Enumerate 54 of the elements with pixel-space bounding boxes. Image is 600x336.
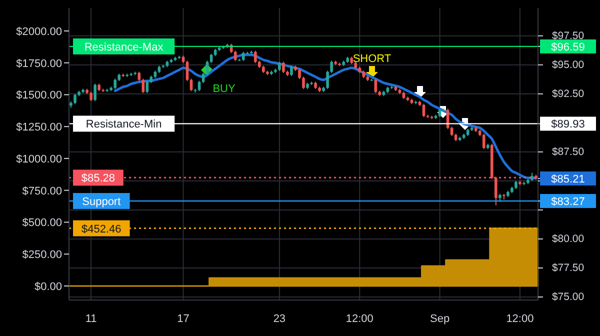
annotation: BUY	[212, 83, 236, 95]
y-tick-label: $500.00	[22, 217, 62, 230]
x-tick-label: 11	[85, 313, 97, 325]
ref-line-label: Support	[82, 196, 121, 208]
ref-line-label: $85.28	[81, 172, 116, 185]
candlestick	[242, 51, 245, 62]
candlestick	[326, 70, 329, 90]
y2-tick-label: $85.21	[551, 173, 585, 186]
x-tick-label: Sep	[430, 313, 450, 325]
candlestick	[94, 83, 96, 102]
y-tick-label: $2000.00	[16, 26, 62, 38]
y2-tick-label: $75.00	[552, 290, 584, 303]
y2-tick-label: $87.50	[552, 146, 584, 158]
candlestick	[114, 78, 117, 90]
y2-tick-label: $92.50	[552, 88, 584, 100]
y-tick-label: $250.00	[22, 249, 62, 262]
ref-line-label: Resistance-Min	[86, 118, 162, 131]
y2-tick-label: $96.59	[551, 41, 585, 54]
x-tick-label: 12:00	[506, 313, 534, 325]
y2-tick-label: $97.50	[552, 30, 584, 42]
candlestick	[374, 78, 378, 94]
candlestick	[234, 50, 237, 62]
candlestick	[282, 61, 285, 74]
candlestick	[74, 93, 76, 105]
candlestick	[482, 133, 486, 150]
y2-tick-label: $83.27	[551, 196, 585, 208]
candlestick	[494, 176, 498, 206]
y-tick-label: $1500.00	[16, 90, 62, 102]
annotation: SHORT	[352, 53, 392, 65]
y-tick-label: $1250.00	[16, 122, 62, 134]
y2-tick-label: $77.50	[552, 262, 584, 274]
x-tick-label: 17	[177, 313, 190, 325]
candlestick	[302, 76, 305, 90]
candlestick	[278, 61, 281, 72]
y2-tick-label: $89.93	[551, 118, 585, 131]
y-tick-label: $0.00	[34, 280, 62, 293]
candlestick	[90, 91, 92, 102]
y-tick-label: $750.00	[22, 185, 62, 198]
candlestick	[298, 68, 301, 80]
y2-tick-label: $95.00	[552, 58, 584, 71]
candlestick	[330, 60, 333, 74]
ref-line-label: $452.46	[82, 223, 122, 236]
candlestick	[210, 53, 213, 64]
x-tick-label: 12:00	[346, 313, 374, 325]
candlestick	[230, 43, 233, 54]
y-tick-label: $1000.00	[16, 153, 62, 166]
candlestick	[290, 65, 293, 77]
y2-tick-label: $80.00	[552, 232, 584, 245]
candlestick	[138, 71, 141, 82]
candlestick	[254, 50, 257, 64]
x-tick-label: 23	[273, 313, 286, 325]
ref-line-label: Resistance-Max	[84, 41, 164, 54]
y-tick-label: $1750.00	[16, 58, 62, 70]
candlestick	[450, 126, 454, 137]
